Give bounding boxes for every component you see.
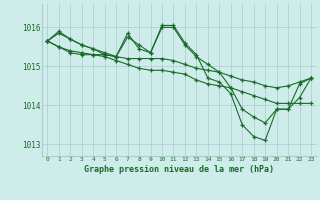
X-axis label: Graphe pression niveau de la mer (hPa): Graphe pression niveau de la mer (hPa) [84,165,274,174]
